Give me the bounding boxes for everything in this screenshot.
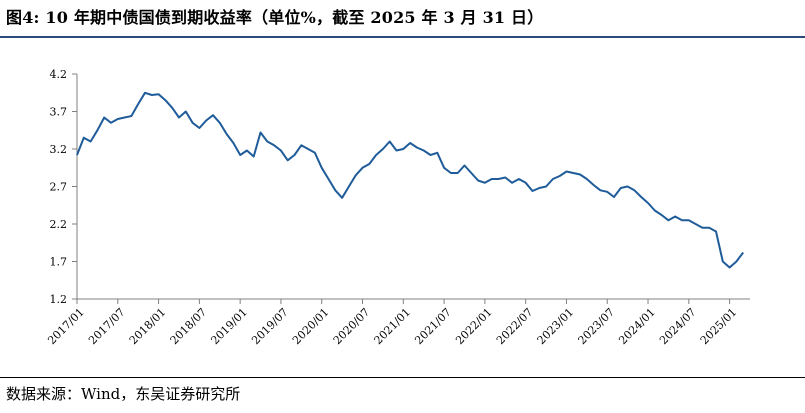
y-tick-label: 2.2	[50, 218, 68, 231]
x-tick-label: 2022/07	[494, 306, 536, 348]
x-tick-label: 2017/07	[86, 306, 128, 348]
title-rule	[0, 36, 805, 38]
figure-title: 图4: 10 年期中债国债到期收益率（单位%，截至 2025 年 3 月 31 …	[6, 8, 544, 27]
x-tick-label: 2024/07	[657, 306, 699, 348]
x-tick-label: 2020/07	[331, 306, 373, 348]
y-tick-label: 1.2	[50, 293, 68, 306]
x-tick-label: 2018/07	[168, 306, 210, 348]
x-tick-label: 2021/07	[412, 306, 454, 348]
x-tick-label: 2023/07	[576, 306, 618, 348]
source-note: 数据来源：Wind，东吴证券研究所	[6, 385, 241, 403]
y-tick-label: 3.7	[50, 106, 68, 119]
y-tick-label: 4.2	[50, 68, 68, 81]
x-ticks: 2017/01 2017/07 2018/01 2018/07 2019/01 2019/…	[45, 299, 739, 347]
series-line-10y-yield	[76, 91, 744, 269]
x-tick-label: 2019/07	[249, 306, 291, 348]
x-tick-label: 2021/01	[372, 306, 414, 348]
x-tick-label: 2023/01	[535, 306, 577, 348]
x-tick-label: 2024/01	[616, 306, 658, 348]
source-rule	[0, 377, 805, 378]
x-tick-label: 2022/01	[453, 306, 495, 348]
x-tick-label: 2025/01	[698, 306, 740, 348]
axes	[76, 74, 750, 300]
x-tick-label: 2019/01	[208, 306, 250, 348]
x-tick-label: 2018/01	[127, 306, 169, 348]
y-tick-label: 2.7	[50, 181, 68, 194]
x-tick-label: 2020/01	[290, 306, 332, 348]
y-ticks: 1.2 1.7 2.2 2.7 3.2 3.7 4.2	[50, 68, 77, 306]
x-tick-label: 2017/01	[45, 306, 87, 348]
y-tick-label: 1.7	[50, 256, 68, 269]
y-tick-label: 3.2	[50, 143, 68, 156]
